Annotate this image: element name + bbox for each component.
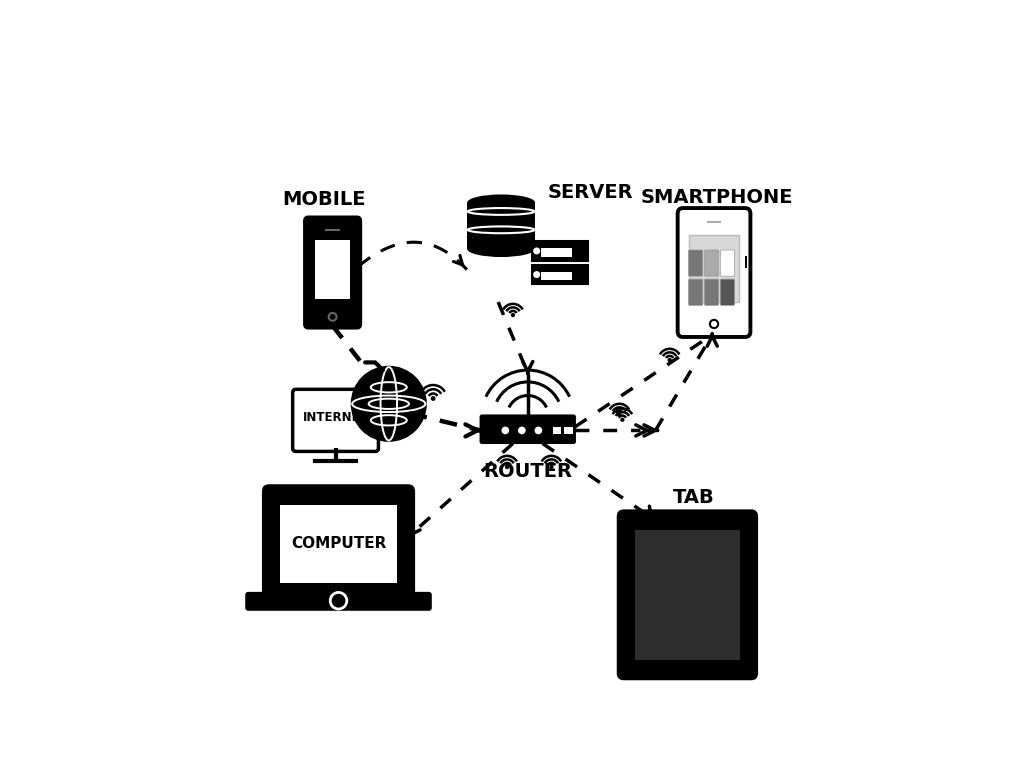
FancyBboxPatch shape [720,250,734,276]
Bar [745,256,748,268]
FancyBboxPatch shape [720,279,734,306]
Text: SMARTPHONE: SMARTPHONE [641,188,794,207]
Bar [325,229,340,231]
Bar [553,427,561,434]
Circle shape [502,426,509,434]
FancyBboxPatch shape [305,217,360,328]
Bar [556,248,571,257]
Circle shape [329,313,337,321]
Bar [689,235,739,302]
Bar [541,248,556,257]
FancyBboxPatch shape [245,592,432,611]
FancyBboxPatch shape [688,279,702,306]
Circle shape [710,319,718,328]
Circle shape [618,414,621,416]
FancyBboxPatch shape [479,415,575,444]
Circle shape [534,271,541,278]
Circle shape [331,592,347,609]
FancyBboxPatch shape [262,485,415,602]
FancyBboxPatch shape [678,208,751,337]
Circle shape [431,397,435,400]
Circle shape [534,247,541,254]
Bar [541,272,556,280]
Text: TAB: TAB [673,488,714,508]
Circle shape [352,367,425,441]
Bar [564,427,572,434]
Circle shape [535,426,543,434]
FancyBboxPatch shape [616,509,758,680]
Circle shape [669,359,671,362]
Bar [467,203,536,249]
Circle shape [550,465,553,468]
FancyBboxPatch shape [705,279,719,306]
Bar [708,221,721,223]
Ellipse shape [467,194,536,210]
Circle shape [512,313,514,316]
Bar [532,265,589,284]
FancyBboxPatch shape [705,250,719,276]
Bar [315,240,350,299]
Text: SERVER: SERVER [547,183,633,201]
Text: COMPUTER: COMPUTER [291,535,386,551]
Bar [635,530,740,660]
Bar [556,272,571,280]
Circle shape [506,465,509,468]
Ellipse shape [467,240,536,257]
FancyBboxPatch shape [293,389,379,452]
Text: ROUTER: ROUTER [483,462,572,481]
FancyBboxPatch shape [688,250,702,276]
Circle shape [621,419,624,421]
Text: INTERNET: INTERNET [303,411,369,424]
Text: MOBILE: MOBILE [282,190,366,209]
Circle shape [518,426,525,434]
Bar [532,241,589,260]
Bar [281,505,397,584]
